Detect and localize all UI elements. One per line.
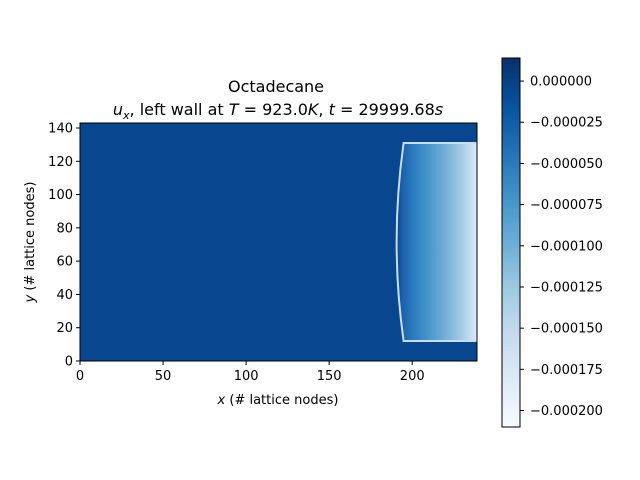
chart-title-line1: Octadecane bbox=[228, 77, 324, 96]
colorbar-tick-label: −0.000175 bbox=[530, 363, 603, 378]
colorbar-tick-label: −0.000075 bbox=[530, 198, 603, 213]
y-axis-ticks: 0 20 40 60 80 100 120 140 bbox=[48, 121, 80, 370]
x-axis-label: x (# lattice nodes) bbox=[217, 393, 339, 408]
colorbar-tick-label: 0.000000 bbox=[530, 75, 592, 90]
colorbar bbox=[501, 57, 521, 428]
colorbar-tick-label: −0.000200 bbox=[530, 404, 603, 419]
colorbar-tick-label: −0.000050 bbox=[530, 157, 603, 172]
melt-front-edge bbox=[395, 141, 477, 343]
y-tick-label: 100 bbox=[48, 188, 73, 203]
y-axis-label: y (# lattice nodes) bbox=[23, 182, 38, 304]
colorbar-tick-label: −0.000150 bbox=[530, 322, 603, 337]
chart-title-line2: ux, left wall at T = 923.0K, t = 29999.6… bbox=[113, 100, 443, 122]
y-tick-label: 120 bbox=[48, 155, 73, 170]
x-tick-label: 150 bbox=[317, 369, 342, 384]
x-tick-label: 200 bbox=[400, 369, 425, 384]
heatmap-field bbox=[80, 123, 477, 361]
y-tick-label: 140 bbox=[48, 121, 73, 136]
y-tick-label: 80 bbox=[56, 221, 73, 236]
x-tick-label: 50 bbox=[155, 369, 172, 384]
x-tick-label: 0 bbox=[76, 369, 84, 384]
y-tick-label: 40 bbox=[56, 288, 73, 303]
colorbar-ticks: 0.000000 −0.000025 −0.000050 −0.000075 −0.00… bbox=[520, 75, 603, 419]
x-tick-label: 100 bbox=[234, 369, 259, 384]
colorbar-tick-label: −0.000125 bbox=[530, 280, 603, 295]
y-tick-label: 0 bbox=[65, 355, 73, 370]
y-tick-label: 20 bbox=[56, 321, 73, 336]
colorbar-tick-label: −0.000025 bbox=[530, 116, 603, 131]
plot-frame bbox=[79, 122, 478, 362]
y-tick-label: 60 bbox=[56, 255, 73, 270]
liquid-region bbox=[396, 142, 477, 342]
colorbar-tick-label: −0.000100 bbox=[530, 239, 603, 254]
x-axis-ticks: 0 50 100 150 200 bbox=[76, 361, 425, 384]
